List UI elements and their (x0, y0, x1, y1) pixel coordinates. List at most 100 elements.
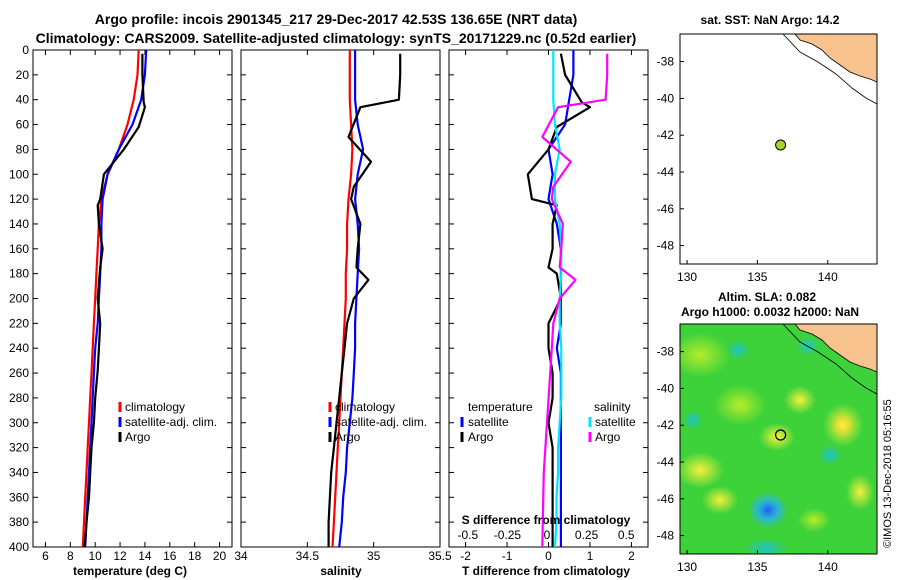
x-tick-label: 2 (628, 549, 635, 563)
legend-temperature-heading: temperature (468, 400, 533, 414)
x-tick-label: 16 (163, 549, 177, 563)
temperature-legend: climatology satellite-adj. clim. Argo (118, 400, 217, 444)
x-tick-label: -1 (502, 549, 513, 563)
x-tick-label: 6 (42, 549, 49, 563)
sla-blob (823, 403, 863, 447)
depth-tick-label: 360 (9, 490, 29, 504)
sla-blob (714, 385, 766, 425)
salinity-panel-frame (240, 49, 441, 548)
sst-argo-location-marker (775, 139, 787, 151)
depth-tick-label: 180 (9, 267, 29, 281)
salinity-legend: climatology satellite-adj. clim. Argo (328, 400, 427, 444)
map-y-tick-label: -38 (657, 345, 675, 359)
x-tick-label: 20 (213, 549, 227, 563)
depth-tick-label: 100 (9, 167, 29, 181)
sla-blob (846, 474, 874, 510)
depth-tick-label: 20 (16, 68, 30, 82)
series-line-satellite-adj-clim- (84, 49, 148, 548)
depth-tick-label: 320 (9, 441, 29, 455)
s-difference-tick-label: 0.25 (575, 528, 599, 542)
difference-legend: temperature satellite Argo salinity sate… (460, 400, 636, 444)
legend-t-argo: Argo (468, 430, 494, 444)
depth-tick-label: 120 (9, 192, 29, 206)
legend-s-argo: Argo (595, 430, 621, 444)
x-tick-label: 12 (113, 549, 127, 563)
map-x-tick-label: 140 (818, 560, 838, 574)
sla-blob (784, 386, 816, 414)
sla-blob (744, 538, 788, 554)
sla-map-depth-contour (782, 324, 877, 395)
series-line-argo (82, 53, 146, 548)
map-y-tick-label: -42 (657, 418, 675, 432)
map-y-tick-label: -44 (657, 165, 675, 179)
figure-title-line2: Climatology: CARS2009. Satellite-adjuste… (36, 30, 637, 46)
sst-map-title: sat. SST: NaN Argo: 14.2 (701, 13, 840, 27)
x-tick-label: 0 (545, 549, 552, 563)
sla-blob (680, 452, 724, 488)
depth-tick-label: 240 (9, 341, 29, 355)
legend-argo: Argo (125, 430, 151, 444)
map-x-tick-label: 130 (677, 560, 697, 574)
map-y-tick-label: -46 (657, 492, 675, 506)
map-x-tick-label: 130 (677, 270, 697, 284)
sst-map-coastline (794, 34, 877, 83)
depth-tick-label: 400 (9, 540, 29, 554)
s-difference-axis-label: S difference from climatology (462, 513, 631, 527)
s-difference-tick-label: 0 (544, 528, 551, 542)
s-difference-tick-label: 0.5 (618, 528, 635, 542)
depth-tick-label: 280 (9, 391, 29, 405)
map-y-tick-label: -40 (657, 381, 675, 395)
s-difference-tick-label: -0.5 (457, 528, 478, 542)
map-y-tick-label: -48 (657, 529, 675, 543)
map-y-tick-label: -42 (657, 128, 675, 142)
x-tick-label: 34.5 (296, 549, 320, 563)
legend-satellite-adj: satellite-adj. clim. (125, 415, 217, 429)
series-line-climatology (331, 50, 354, 548)
sla-map-frame (679, 323, 878, 555)
legend-t-satellite: satellite (468, 415, 509, 429)
s-difference-tick-label: -0.25 (494, 528, 522, 542)
temperature-axis-label: temperature (deg C) (73, 564, 187, 578)
map-y-tick-label: -38 (657, 55, 675, 69)
x-tick-label: 35.5 (428, 549, 452, 563)
map-y-tick-label: -44 (657, 455, 675, 469)
imos-credit: ©IMOS 13-Dec-2018 05:16:55 (882, 399, 894, 548)
sla-blob (759, 423, 795, 451)
map-x-tick-label: 140 (818, 270, 838, 284)
legend-satellite-adj: satellite-adj. clim. (335, 415, 427, 429)
temperature-plot: 6 8 10 12 14 16 18 20 (33, 49, 232, 563)
sla-map-title-line2: Argo h1000: 0.0032 h2000: NaN (681, 305, 859, 319)
x-tick-label: 18 (188, 549, 202, 563)
sla-blob (680, 333, 730, 377)
map-y-tick-label: -40 (657, 91, 675, 105)
x-tick-label: 10 (89, 549, 103, 563)
depth-tick-label: 40 (16, 93, 30, 107)
sla-blob (702, 486, 738, 514)
depth-tick-label: 140 (9, 217, 29, 231)
map-x-tick-label: 135 (747, 560, 767, 574)
depth-axis: 0 20 40 60 80 100 120 140 160 180 200 220 240 260 280 3… (9, 43, 29, 554)
legend-salinity-heading: salinity (594, 400, 631, 414)
legend-argo: Argo (335, 430, 361, 444)
depth-tick-label: 260 (9, 366, 29, 380)
depth-tick-label: 340 (9, 465, 29, 479)
x-tick-label: 8 (67, 549, 74, 563)
x-tick-label: 34 (234, 549, 248, 563)
salinity-axis-label: salinity (320, 564, 362, 578)
series-line-argo (327, 53, 402, 547)
legend-climatology: climatology (335, 400, 395, 414)
depth-tick-label: 380 (9, 515, 29, 529)
figure-title-line1: Argo profile: incois 2901345_217 29-Dec-… (95, 11, 577, 27)
series-line-climatology (81, 49, 140, 548)
sst-map-axes: 130 135 140 -38 -40 -42 -44 -46 -48 (657, 55, 838, 284)
salinity-plot: 34 34.5 35 35.5 (234, 49, 452, 563)
x-tick-label: -2 (460, 549, 471, 563)
x-tick-label: 14 (138, 549, 152, 563)
depth-tick-label: 200 (9, 292, 29, 306)
x-tick-label: 35 (367, 549, 381, 563)
sla-map-axes: 130 135 140 -38 -40 -42 -44 -46 -48 (657, 345, 838, 574)
legend-climatology: climatology (125, 400, 185, 414)
sla-argo-location-marker (774, 429, 787, 441)
sla-map (680, 324, 877, 554)
